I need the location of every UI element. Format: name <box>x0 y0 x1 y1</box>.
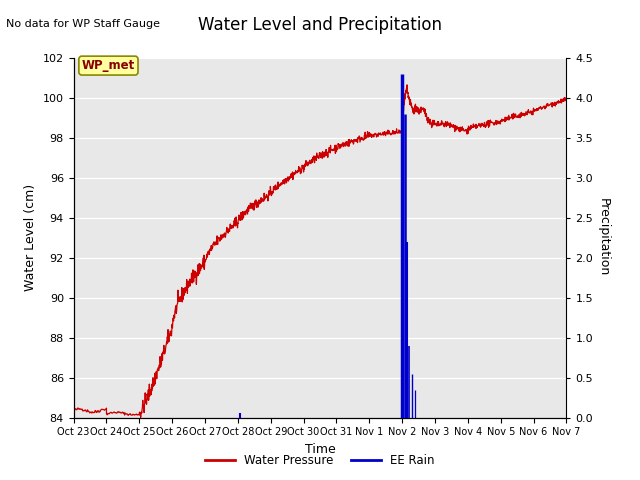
Y-axis label: Precipitation: Precipitation <box>597 198 610 277</box>
Legend: Water Pressure, EE Rain: Water Pressure, EE Rain <box>200 449 440 472</box>
X-axis label: Time: Time <box>305 443 335 456</box>
Y-axis label: Water Level (cm): Water Level (cm) <box>24 184 37 291</box>
Text: No data for WP Staff Gauge: No data for WP Staff Gauge <box>6 19 161 29</box>
Title: Water Level and Precipitation: Water Level and Precipitation <box>198 16 442 34</box>
Text: WP_met: WP_met <box>82 59 135 72</box>
